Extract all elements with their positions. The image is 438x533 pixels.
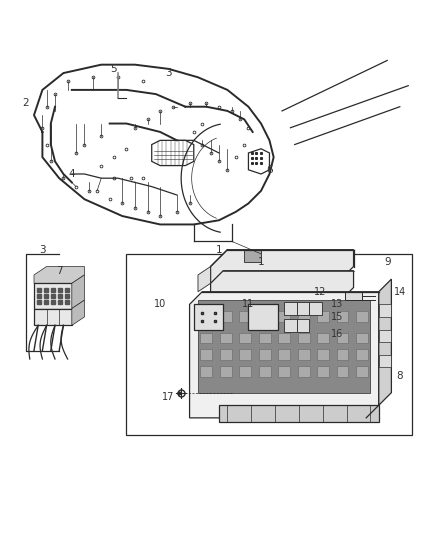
Polygon shape	[379, 304, 392, 317]
Text: 4: 4	[68, 169, 75, 179]
Polygon shape	[244, 249, 261, 262]
FancyBboxPatch shape	[220, 349, 232, 360]
FancyBboxPatch shape	[337, 333, 348, 343]
FancyBboxPatch shape	[356, 333, 368, 343]
Polygon shape	[211, 271, 353, 300]
FancyBboxPatch shape	[220, 311, 232, 322]
Polygon shape	[379, 279, 392, 405]
FancyBboxPatch shape	[298, 311, 310, 322]
Text: 6: 6	[266, 165, 273, 175]
Polygon shape	[248, 304, 278, 329]
FancyBboxPatch shape	[278, 366, 290, 377]
FancyBboxPatch shape	[201, 333, 212, 343]
Text: 13: 13	[331, 300, 343, 309]
Text: 16: 16	[331, 329, 343, 339]
FancyBboxPatch shape	[317, 366, 329, 377]
Text: 2: 2	[22, 98, 29, 108]
FancyBboxPatch shape	[337, 311, 348, 322]
FancyBboxPatch shape	[356, 349, 368, 360]
FancyBboxPatch shape	[337, 349, 348, 360]
FancyBboxPatch shape	[259, 366, 271, 377]
Polygon shape	[72, 300, 85, 325]
FancyBboxPatch shape	[240, 333, 251, 343]
Polygon shape	[72, 275, 85, 309]
FancyBboxPatch shape	[317, 311, 329, 322]
FancyBboxPatch shape	[220, 333, 232, 343]
Polygon shape	[198, 266, 211, 292]
Polygon shape	[379, 355, 392, 367]
FancyBboxPatch shape	[259, 311, 271, 322]
Polygon shape	[34, 284, 72, 309]
Text: 7: 7	[56, 266, 63, 276]
FancyBboxPatch shape	[240, 311, 251, 322]
Text: 8: 8	[396, 371, 403, 381]
FancyBboxPatch shape	[298, 349, 310, 360]
Polygon shape	[211, 249, 353, 284]
Polygon shape	[194, 304, 223, 329]
Text: 9: 9	[384, 257, 391, 267]
Text: 12: 12	[314, 287, 326, 297]
FancyBboxPatch shape	[356, 366, 368, 377]
Polygon shape	[34, 309, 72, 325]
FancyBboxPatch shape	[240, 349, 251, 360]
FancyBboxPatch shape	[284, 319, 297, 332]
FancyBboxPatch shape	[309, 302, 322, 315]
Polygon shape	[219, 405, 379, 422]
Text: 17: 17	[162, 392, 175, 402]
FancyBboxPatch shape	[201, 349, 212, 360]
FancyBboxPatch shape	[278, 311, 290, 322]
FancyBboxPatch shape	[356, 311, 368, 322]
Text: 14: 14	[394, 287, 406, 297]
FancyBboxPatch shape	[278, 349, 290, 360]
Text: 11: 11	[242, 300, 254, 309]
Text: 3: 3	[39, 245, 46, 255]
FancyBboxPatch shape	[201, 311, 212, 322]
Text: 1: 1	[215, 245, 223, 255]
FancyBboxPatch shape	[337, 366, 348, 377]
FancyBboxPatch shape	[259, 349, 271, 360]
FancyBboxPatch shape	[284, 302, 297, 315]
Text: 3: 3	[165, 68, 172, 78]
FancyBboxPatch shape	[297, 302, 309, 315]
FancyBboxPatch shape	[317, 333, 329, 343]
FancyBboxPatch shape	[240, 366, 251, 377]
Polygon shape	[345, 292, 362, 300]
Text: 10: 10	[154, 300, 166, 309]
FancyBboxPatch shape	[278, 333, 290, 343]
Text: 5: 5	[110, 64, 117, 74]
Polygon shape	[190, 292, 379, 418]
FancyBboxPatch shape	[298, 366, 310, 377]
FancyBboxPatch shape	[220, 366, 232, 377]
FancyBboxPatch shape	[201, 366, 212, 377]
Text: 15: 15	[331, 312, 343, 322]
Polygon shape	[198, 300, 371, 393]
FancyBboxPatch shape	[297, 319, 309, 332]
FancyBboxPatch shape	[259, 333, 271, 343]
Polygon shape	[34, 266, 85, 284]
FancyBboxPatch shape	[298, 333, 310, 343]
Text: 1: 1	[258, 257, 265, 267]
FancyBboxPatch shape	[317, 349, 329, 360]
Polygon shape	[379, 329, 392, 342]
